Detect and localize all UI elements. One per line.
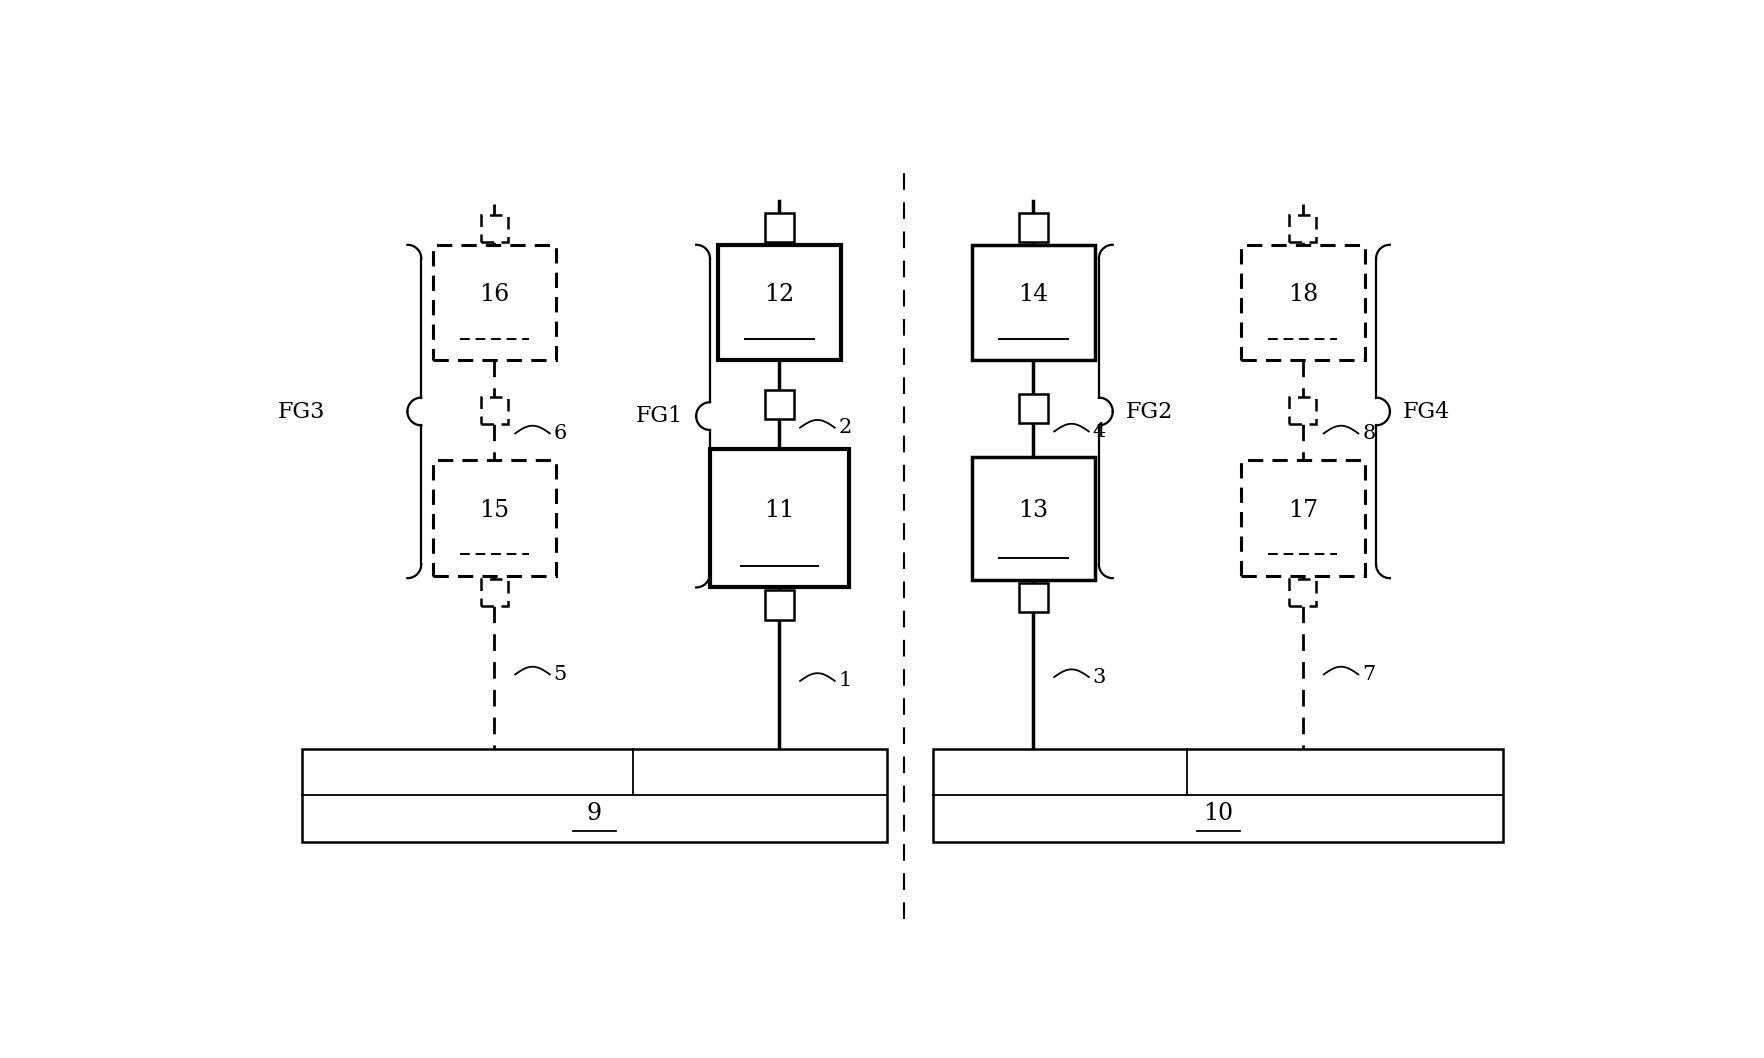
Text: FG1: FG1 <box>635 405 683 426</box>
Text: 14: 14 <box>1018 284 1048 307</box>
Text: 3: 3 <box>1092 668 1106 687</box>
Text: 2: 2 <box>838 418 852 437</box>
Text: 1: 1 <box>838 672 852 691</box>
Text: 7: 7 <box>1362 664 1376 683</box>
Bar <box>764 213 794 242</box>
Text: 4: 4 <box>1092 422 1106 441</box>
Text: 10: 10 <box>1203 802 1233 825</box>
Text: 13: 13 <box>1018 499 1048 522</box>
Bar <box>1289 215 1316 242</box>
Bar <box>432 244 556 361</box>
Text: 9: 9 <box>587 802 602 825</box>
Bar <box>718 244 841 361</box>
Bar <box>1289 579 1316 605</box>
Text: 5: 5 <box>554 664 566 683</box>
Bar <box>302 749 887 841</box>
Bar <box>482 215 508 242</box>
Bar <box>1242 244 1365 361</box>
Bar <box>764 390 794 419</box>
Bar <box>1289 397 1316 424</box>
Bar <box>764 590 794 620</box>
Text: FG2: FG2 <box>1125 401 1173 423</box>
Bar <box>972 244 1095 361</box>
Text: 18: 18 <box>1288 284 1318 307</box>
Bar <box>1020 583 1048 612</box>
Bar <box>482 579 508 605</box>
Bar <box>482 397 508 424</box>
Bar <box>933 749 1503 841</box>
Text: 11: 11 <box>764 499 794 522</box>
Bar <box>1020 394 1048 423</box>
Bar <box>432 460 556 576</box>
Text: 17: 17 <box>1288 499 1318 522</box>
Bar <box>972 456 1095 580</box>
Bar <box>709 449 848 587</box>
Bar <box>1020 213 1048 242</box>
Text: 16: 16 <box>480 284 510 307</box>
Text: 12: 12 <box>764 284 794 307</box>
Bar <box>1242 460 1365 576</box>
Text: 15: 15 <box>480 499 510 522</box>
Text: FG3: FG3 <box>277 401 325 423</box>
Text: 8: 8 <box>1362 424 1376 443</box>
Text: FG4: FG4 <box>1402 401 1450 423</box>
Text: 6: 6 <box>554 424 566 443</box>
